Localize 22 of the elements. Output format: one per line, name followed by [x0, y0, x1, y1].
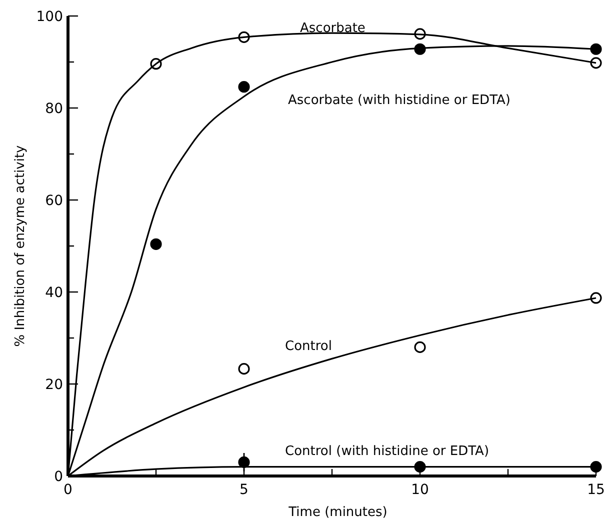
- point: [238, 456, 250, 468]
- series-label: Control (with histidine or EDTA): [285, 444, 490, 459]
- x-axis-title: Time (minutes): [288, 505, 388, 520]
- point: [414, 341, 426, 353]
- y-tick-label: 40: [45, 284, 63, 301]
- point: [238, 81, 250, 93]
- y-tick-label: 80: [45, 100, 63, 117]
- point: [590, 461, 602, 473]
- x-tick-label: 15: [587, 482, 605, 498]
- series-label: Ascorbate (with histidine or EDTA): [288, 93, 510, 108]
- y-axis-title: % Inhibition of enzyme activity: [13, 144, 28, 347]
- point: [238, 363, 250, 375]
- y-tick-label: 60: [45, 192, 63, 209]
- x-tick-label: 5: [240, 482, 248, 498]
- y-tick-label: 20: [45, 376, 63, 393]
- series-label: Control: [285, 339, 332, 354]
- y-tick-label: 0: [54, 468, 63, 485]
- x-tick-label: 10: [411, 482, 429, 498]
- point: [150, 238, 162, 250]
- y-tick-label: 100: [36, 8, 63, 25]
- series-label: Ascorbate: [300, 21, 366, 36]
- point: [590, 43, 602, 55]
